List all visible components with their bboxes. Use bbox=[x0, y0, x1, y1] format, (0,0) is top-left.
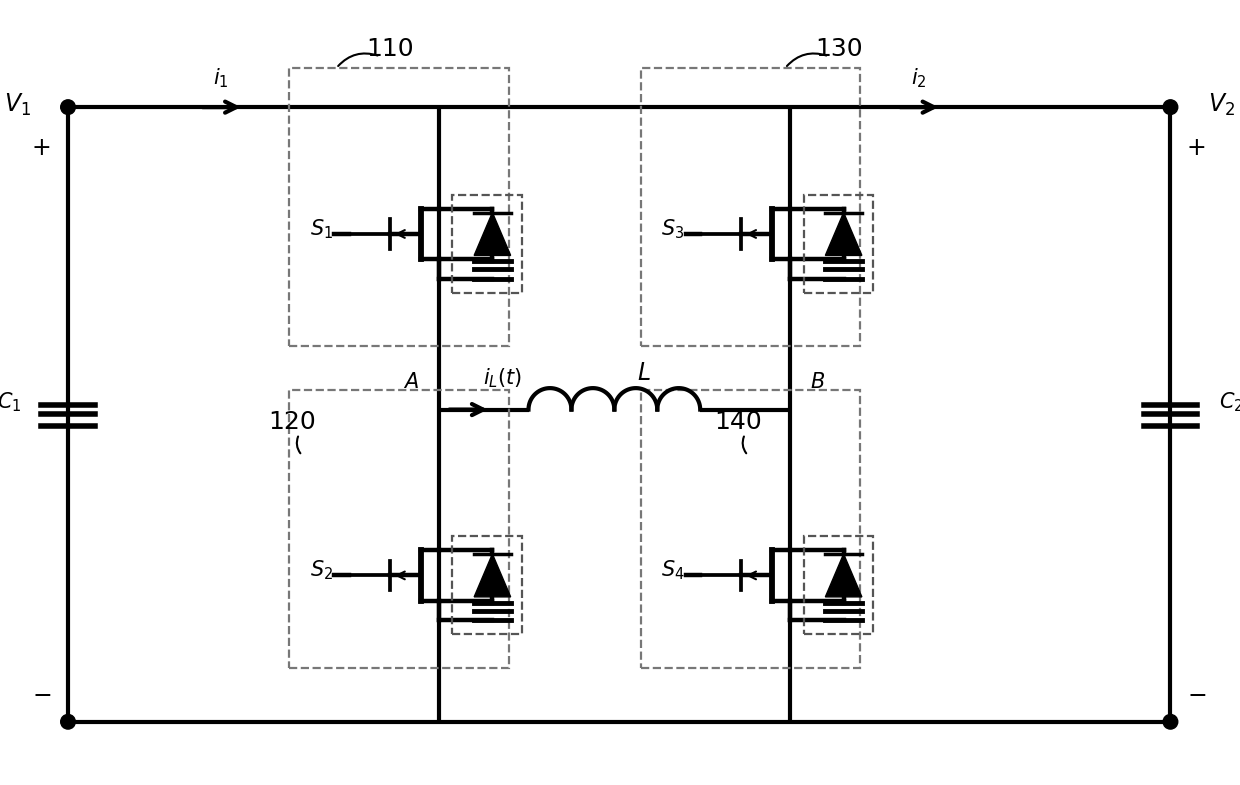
Text: $A$: $A$ bbox=[403, 372, 419, 392]
Text: $i_L(t)$: $i_L(t)$ bbox=[482, 367, 522, 390]
Polygon shape bbox=[474, 554, 511, 597]
Circle shape bbox=[61, 714, 76, 729]
Bar bbox=[641, 390, 861, 668]
Text: $C_1$: $C_1$ bbox=[0, 390, 22, 414]
Text: $i_1$: $i_1$ bbox=[213, 66, 229, 89]
Text: $V_1$: $V_1$ bbox=[4, 92, 31, 119]
Circle shape bbox=[1163, 714, 1178, 729]
Text: $V_2$: $V_2$ bbox=[1208, 92, 1235, 119]
Text: $L$: $L$ bbox=[637, 360, 651, 385]
Text: +: + bbox=[32, 136, 52, 160]
Text: 140: 140 bbox=[714, 411, 763, 434]
Text: $-$: $-$ bbox=[1187, 682, 1207, 706]
Polygon shape bbox=[474, 213, 511, 255]
Bar bbox=[289, 68, 508, 346]
Text: $S_4$: $S_4$ bbox=[661, 559, 684, 582]
Text: $C_2$: $C_2$ bbox=[1219, 390, 1240, 414]
Text: 110: 110 bbox=[366, 37, 414, 60]
Bar bbox=[804, 536, 873, 634]
Text: $S_2$: $S_2$ bbox=[310, 559, 334, 582]
Text: $S_1$: $S_1$ bbox=[310, 217, 334, 241]
Text: 120: 120 bbox=[269, 411, 316, 434]
Polygon shape bbox=[826, 554, 862, 597]
Circle shape bbox=[61, 100, 76, 115]
Bar bbox=[641, 68, 861, 346]
Circle shape bbox=[1163, 100, 1178, 115]
Text: $i_2$: $i_2$ bbox=[911, 66, 926, 89]
Bar bbox=[804, 195, 873, 293]
Text: $S_3$: $S_3$ bbox=[661, 217, 684, 241]
Polygon shape bbox=[826, 213, 862, 255]
Bar bbox=[453, 195, 522, 293]
Text: 130: 130 bbox=[815, 37, 863, 60]
Bar bbox=[453, 536, 522, 634]
Text: $-$: $-$ bbox=[32, 682, 51, 706]
Text: $B$: $B$ bbox=[810, 372, 825, 392]
Bar bbox=[289, 390, 508, 668]
Text: +: + bbox=[1187, 136, 1207, 160]
